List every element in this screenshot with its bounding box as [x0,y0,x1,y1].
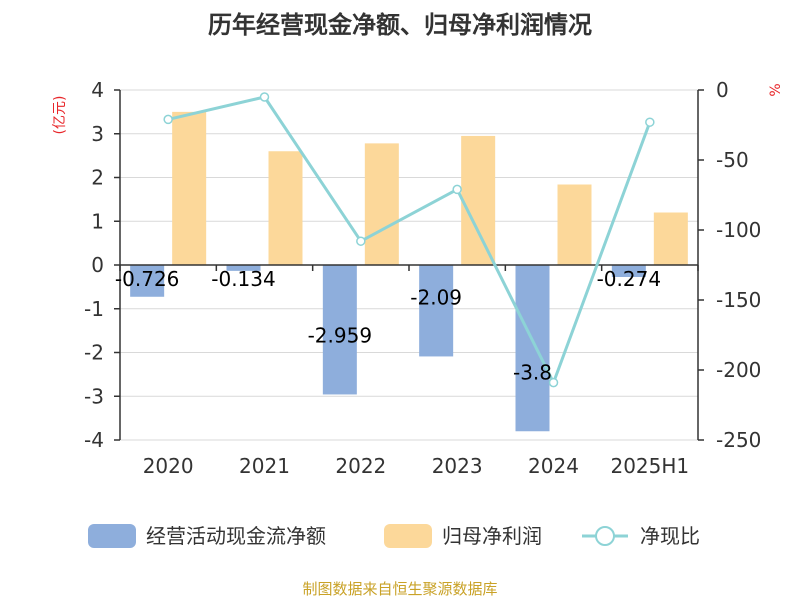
category-label: 2021 [239,454,290,478]
chart-title: 历年经营现金净额、归母净利润情况 [208,11,592,39]
cash-flow-data-label: -0.726 [115,267,179,291]
data-labels: -0.726 -0.134 -2.959 -2.09 -3.8 -0.274 [115,267,661,384]
net-profit-bar [268,151,303,265]
right-tick-label: -250 [716,428,761,452]
source-note: 制图数据来自恒生聚源数据库 [302,580,497,598]
legend-label-net-profit: 归母净利润 [442,524,542,548]
grid [120,89,698,441]
cash-flow-bar [226,265,261,271]
ratio-point [259,92,270,102]
legend: 经营活动现金流净额 归母净利润 净现比 [88,524,700,548]
left-tick-label: -2 [84,341,104,365]
category-label: 2022 [335,454,386,478]
cash-flow-bar [322,265,357,395]
cash-flow-data-label: -2.09 [410,285,462,309]
cash-flow-data-label: -3.8 [513,360,552,384]
cash-flow-bar [611,265,646,277]
net-profit-bar [461,135,496,265]
category-label: 2025H1 [610,454,689,478]
legend-marker-ratio [595,526,615,546]
legend-swatch-net-profit [384,524,432,548]
net-profit-bar [557,184,592,265]
net-profit-bar [653,212,688,265]
right-tick-label: -100 [716,218,761,242]
ratio-point [548,377,559,388]
axes: 4 3 2 1 0 -1 -2 -3 -4 0 -50 -100 -150 -200 -250 2020 202… [84,78,761,478]
left-tick-label: 0 [91,253,104,277]
ratio-point [645,117,655,127]
cash-flow-bar [130,265,165,297]
left-tick-label: -4 [84,428,104,452]
bars [130,111,688,432]
right-tick-label: -150 [716,288,761,312]
net-profit-bar [364,143,399,265]
right-axis-unit: % [768,83,784,96]
right-tick-label: 0 [716,78,729,102]
cash-flow-data-label: -2.959 [308,323,372,347]
left-tick-label: -3 [84,384,104,408]
left-tick-label: 3 [91,122,104,146]
cash-flow-data-label: -0.134 [211,267,275,291]
ratio-point [356,236,366,246]
legend-label-ratio: 净现比 [640,524,700,548]
ratio-point [452,184,462,195]
left-tick-label: 1 [91,209,104,233]
ratio-point [163,114,173,125]
cash-flow-bar [419,265,454,357]
legend-label-cash-flow: 经营活动现金流净额 [146,524,326,548]
right-tick-label: -200 [716,358,761,382]
net-profit-bar [172,111,207,265]
left-axis-unit: (亿元) [52,96,68,135]
ratio-series-line [167,95,652,387]
left-tick-label: -1 [84,297,104,321]
cash-flow-data-label: -0.274 [597,267,661,291]
cash-flow-bar [515,265,550,432]
category-label: 2024 [528,454,579,478]
left-tick-label: 4 [91,78,104,102]
category-label: 2020 [143,454,194,478]
ratio-line [163,92,655,388]
category-label: 2023 [432,454,483,478]
left-tick-label: 2 [91,166,104,190]
legend-swatch-cash-flow [88,524,136,548]
right-tick-label: -50 [716,148,749,172]
